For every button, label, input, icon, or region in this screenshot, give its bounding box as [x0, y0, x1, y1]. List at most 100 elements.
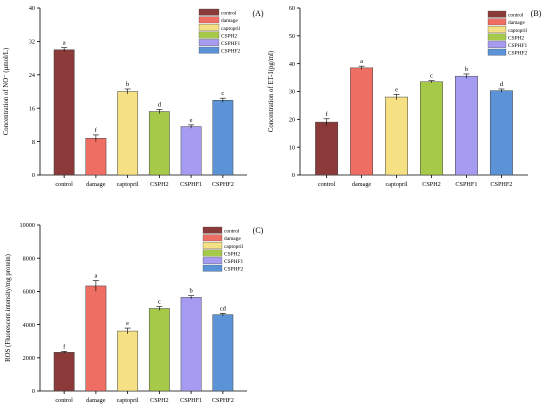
chart-panel-3: 0 2000 4000 6000 8000 10000 ROS (Fluorescent i… — [5, 222, 264, 404]
significance-letter: f — [95, 127, 98, 134]
panel-label: (A) — [252, 9, 263, 18]
legend-label: CSPHF1 — [221, 41, 240, 47]
y-tick-label: 2000 — [23, 355, 35, 362]
bar-csphf1 — [180, 297, 202, 392]
bar-damage — [85, 138, 107, 176]
bar-damage — [350, 67, 373, 176]
legend-swatch — [198, 24, 220, 31]
x-tick-label: CSPH2 — [150, 397, 169, 404]
y-tick-label: 40 — [29, 5, 35, 12]
chart-panel-1: 0 8 16 24 32 40 Concentration of NO⁻ (μmol/L) (… — [3, 5, 264, 188]
significance-letter: c — [221, 90, 224, 97]
chart-panel-2: 0 10 20 30 40 50 60 Concentration of ET-1(pg/ml… — [268, 5, 542, 188]
y-tick-label: 50 — [289, 33, 295, 40]
legend-label: damage — [221, 18, 238, 24]
x-tick-label: CSPHF2 — [212, 397, 234, 404]
x-tick-label: captopril — [117, 181, 139, 188]
y-tick-label: 8000 — [23, 255, 35, 262]
x-tick-label: captopril — [386, 181, 408, 188]
x-tick-label: damage — [352, 181, 371, 188]
legend-label: control — [221, 11, 237, 17]
y-axis-title: ROS (Fluorescent intensity/mg protein) — [5, 254, 12, 362]
significance-letter: d — [158, 101, 162, 108]
x-tick-label: damage — [86, 397, 105, 404]
significance-letter: b — [126, 81, 129, 88]
significance-letter: e — [395, 86, 398, 93]
legend-swatch — [198, 46, 220, 54]
significance-letter: f — [63, 343, 66, 350]
legend-label: damage — [508, 20, 525, 26]
legend-swatch — [202, 257, 223, 264]
y-tick-label: 10000 — [20, 222, 35, 229]
legend-swatch — [487, 10, 507, 18]
bar-csph2 — [420, 81, 443, 176]
legend-label: captopril — [508, 28, 528, 34]
x-tick-label: CSPHF1 — [455, 181, 477, 188]
x-tick-label: control — [55, 397, 73, 404]
x-tick-label: captopril — [117, 397, 139, 404]
x-tick-label: CSPHF2 — [212, 181, 234, 188]
bar-csphf1 — [455, 75, 478, 176]
bar-csphf2 — [212, 314, 234, 392]
y-tick-label: 4000 — [23, 322, 35, 329]
legend-swatch — [487, 33, 507, 41]
significance-letter: b — [189, 288, 192, 295]
y-tick-label: 24 — [29, 72, 35, 79]
significance-letter: a — [360, 58, 363, 65]
y-axis-title: Concentration of ET-1(pg/ml) — [268, 51, 275, 132]
legend-swatch — [198, 39, 220, 46]
legend-swatch — [202, 234, 223, 242]
significance-letter: a — [63, 40, 66, 47]
legend-label: captopril — [224, 244, 244, 250]
significance-letter: e — [126, 320, 129, 327]
significance-letter: d — [500, 81, 504, 88]
legend-label: CSPHF2 — [221, 49, 240, 55]
legend-label: control — [508, 13, 524, 19]
significance-letter: e — [190, 117, 193, 124]
x-tick-label: control — [318, 181, 336, 188]
x-tick-label: CSPH2 — [150, 181, 169, 188]
y-tick-label: 30 — [289, 89, 295, 96]
legend-swatch — [198, 8, 220, 16]
legend-swatch — [198, 16, 220, 24]
x-tick-label: damage — [86, 181, 105, 188]
y-tick-label: 0 — [32, 172, 35, 179]
bar-captopril — [117, 330, 139, 392]
y-tick-label: 8 — [32, 139, 35, 146]
significance-letter: c — [430, 73, 433, 80]
legend-swatch — [487, 48, 507, 56]
legend-label: CSPH2 — [508, 35, 524, 41]
bar-csphf2 — [212, 100, 234, 176]
bar-captopril — [117, 91, 139, 176]
bar-csphf1 — [180, 126, 202, 176]
x-tick-label: CSPHF1 — [180, 181, 202, 188]
x-tick-label: CSPH2 — [422, 181, 441, 188]
legend-label: CSPHF1 — [224, 259, 243, 265]
y-tick-label: 0 — [32, 388, 35, 395]
legend-swatch — [487, 41, 507, 48]
bar-captopril — [385, 96, 408, 176]
bar-csphf2 — [489, 90, 513, 176]
legend-swatch — [487, 18, 507, 26]
y-tick-label: 32 — [29, 39, 35, 46]
legend-swatch — [202, 264, 223, 272]
significance-letter: cd — [220, 305, 227, 312]
legend-label: damage — [224, 236, 241, 242]
y-tick-label: 20 — [289, 117, 295, 124]
bar-control — [53, 49, 75, 176]
legend-label: CSPHF2 — [508, 51, 527, 57]
legend-swatch — [202, 249, 223, 257]
legend-swatch — [198, 31, 220, 39]
x-tick-label: control — [55, 181, 73, 188]
y-tick-label: 40 — [289, 61, 295, 68]
legend-swatch — [202, 226, 223, 234]
significance-letter: b — [465, 66, 468, 73]
legend-swatch — [202, 242, 223, 249]
x-tick-label: CSPHF1 — [180, 397, 202, 404]
legend-label: captopril — [221, 26, 241, 32]
legend-label: CSPHF2 — [224, 267, 243, 273]
